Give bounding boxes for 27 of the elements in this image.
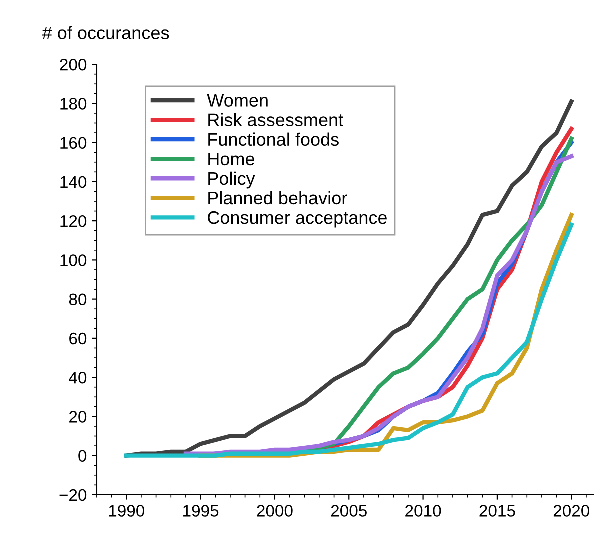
legend-label: Women — [207, 94, 268, 107]
legend-label: Policy — [208, 172, 256, 189]
legend-label: Risk assessment — [208, 113, 344, 127]
legend-label: Home — [208, 153, 254, 166]
legend-label: Consumer acceptance — [208, 211, 387, 228]
legend-label: Planned behavior — [208, 191, 348, 205]
x-tick-label: 1990 — [109, 505, 145, 517]
y-tick-label: 60 — [70, 332, 87, 345]
y-tick-label: −20 — [60, 489, 87, 502]
y-tick-label: 180 — [60, 98, 87, 110]
y-tick-label: 120 — [60, 215, 87, 228]
x-tick-label: 2015 — [480, 505, 516, 517]
y-tick-label: 100 — [60, 254, 87, 266]
x-tick-label: 2000 — [257, 505, 293, 517]
x-tick-label: 2010 — [406, 505, 442, 517]
y-tick-label: 40 — [69, 372, 87, 384]
y-tick-label: 140 — [60, 176, 87, 188]
y-axis-title: # of occurances — [42, 26, 170, 40]
y-tick-label: 80 — [69, 294, 87, 306]
x-tick-label: 2005 — [331, 505, 367, 517]
y-tick-label: 0 — [78, 450, 87, 462]
x-tick-label: 1995 — [184, 505, 219, 517]
y-tick-label: 20 — [70, 411, 87, 423]
y-tick-label: 200 — [60, 58, 87, 71]
legend-label: Functional foods — [208, 132, 339, 146]
y-tick-label: 160 — [60, 137, 87, 150]
x-tick-label: 2020 — [554, 505, 590, 517]
